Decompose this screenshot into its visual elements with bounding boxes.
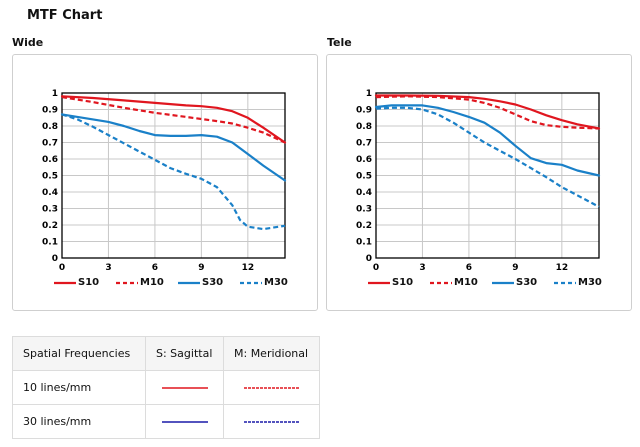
x-tick-label: 12 [242, 263, 255, 273]
series-line-m30 [375, 106, 600, 208]
series-line-s30 [60, 113, 287, 182]
x-tick-label: 6 [466, 263, 472, 273]
legend-swatch-m30 [240, 281, 262, 284]
y-tick-label: 0.8 [42, 122, 58, 132]
sagittal-line-sample [145, 404, 224, 439]
y-tick-label: 0.6 [356, 155, 372, 165]
y-tick-label: 0.7 [42, 139, 58, 149]
x-tick-label: 0 [373, 263, 379, 273]
sample-line [161, 421, 208, 423]
legend-swatch-s30 [492, 281, 514, 284]
legend-item-s30: S30 [178, 277, 223, 288]
legend-swatch-m10 [116, 281, 138, 284]
mtf-chart-wide: 0 0.1 0.2 0.3 0.4 0.5 0.6 0.7 0.8 0.9 1 0 3 6 9 12 S10 … [12, 54, 318, 311]
panel-title-tele: Tele [327, 36, 352, 49]
y-tick-label: 0.3 [42, 205, 58, 215]
x-tick-label: 9 [198, 263, 204, 273]
row-label: 30 lines/mm [12, 404, 146, 439]
table-row: 10 lines/mm [12, 370, 320, 405]
legend-item-m30: M30 [240, 277, 288, 288]
y-tick-label: 0.2 [356, 221, 372, 231]
legend-label-m10: M10 [454, 277, 478, 288]
legend-label-m30: M30 [264, 277, 288, 288]
x-tick-label: 12 [556, 263, 569, 273]
y-tick-label: 0.4 [42, 188, 58, 198]
y-tick-label: 0.1 [42, 238, 58, 248]
legend-swatch-s10 [54, 281, 76, 284]
series-line-m10 [375, 95, 600, 130]
y-tick-label: 1 [366, 89, 372, 99]
legend-item-m10: M10 [430, 277, 478, 288]
y-tick-label: 0.1 [356, 238, 372, 248]
y-tick-label: 0.6 [42, 155, 58, 165]
panel-title-wide: Wide [12, 36, 44, 49]
legend-swatch-s30 [178, 281, 200, 284]
plot-frame [61, 92, 286, 259]
column-header: Spatial Frequencies [12, 336, 146, 371]
meridional-line-sample [223, 370, 320, 405]
legend-item-m30: M30 [554, 277, 602, 288]
meridional-line-sample [223, 404, 320, 439]
y-tick-label: 0.5 [356, 172, 372, 182]
mtf-chart-tele: 0 0.1 0.2 0.3 0.4 0.5 0.6 0.7 0.8 0.9 1 0 3 6 9 12 S10 … [326, 54, 632, 311]
y-tick-label: 0.9 [42, 106, 58, 116]
legend-swatch-m10 [430, 281, 452, 284]
sagittal-line-sample [145, 370, 224, 405]
mtf-plot-wide: 0 0.1 0.2 0.3 0.4 0.5 0.6 0.7 0.8 0.9 1 0 3 6 9 12 [42, 89, 287, 273]
series-line-s30 [374, 104, 601, 177]
mtf-plot-tele: 0 0.1 0.2 0.3 0.4 0.5 0.6 0.7 0.8 0.9 1 0 3 6 9 12 [356, 89, 601, 273]
legend-label-s30: S30 [202, 277, 224, 288]
x-tick-label: 0 [59, 263, 65, 273]
legend-swatch-m30 [554, 281, 576, 284]
series-line-m30 [61, 113, 286, 231]
series-line-s10 [374, 94, 601, 130]
x-tick-label: 9 [512, 263, 518, 273]
legend-label-s10: S10 [392, 277, 414, 288]
y-tick-label: 0 [52, 254, 58, 264]
y-tick-label: 0.4 [356, 188, 372, 198]
x-tick-label: 6 [152, 263, 158, 273]
table-header-row: Spatial Frequencies S: Sagittal M: Merid… [12, 336, 320, 371]
sample-line [243, 387, 300, 389]
legend-label-s10: S10 [78, 277, 100, 288]
legend-label-m10: M10 [140, 277, 164, 288]
sample-line [243, 421, 300, 423]
table-row: 30 lines/mm [12, 404, 320, 439]
column-header: M: Meridional [223, 336, 320, 371]
legend-swatch-s10 [368, 281, 390, 284]
page-title: MTF Chart [27, 8, 103, 23]
y-tick-label: 0.5 [42, 172, 58, 182]
legend-item-s10: S10 [54, 277, 99, 288]
x-tick-label: 3 [419, 263, 425, 273]
legend-label-m30: M30 [578, 277, 602, 288]
x-tick-label: 3 [105, 263, 111, 273]
y-tick-label: 0.7 [356, 139, 372, 149]
sample-line [161, 387, 208, 389]
series-line-s10 [60, 95, 287, 144]
row-label: 10 lines/mm [12, 370, 146, 405]
legend-item-s30: S30 [492, 277, 537, 288]
spatial-frequency-table: Spatial Frequencies S: Sagittal M: Merid… [12, 336, 320, 439]
legend-item-m10: M10 [116, 277, 164, 288]
y-tick-label: 1 [52, 89, 58, 99]
series-line-m10 [61, 96, 286, 144]
y-tick-label: 0.9 [356, 106, 372, 116]
y-tick-label: 0 [366, 254, 372, 264]
legend-label-s30: S30 [516, 277, 538, 288]
legend-item-s10: S10 [368, 277, 413, 288]
y-tick-label: 0.8 [356, 122, 372, 132]
column-header: S: Sagittal [145, 336, 224, 371]
y-tick-label: 0.3 [356, 205, 372, 215]
y-tick-label: 0.2 [42, 221, 58, 231]
